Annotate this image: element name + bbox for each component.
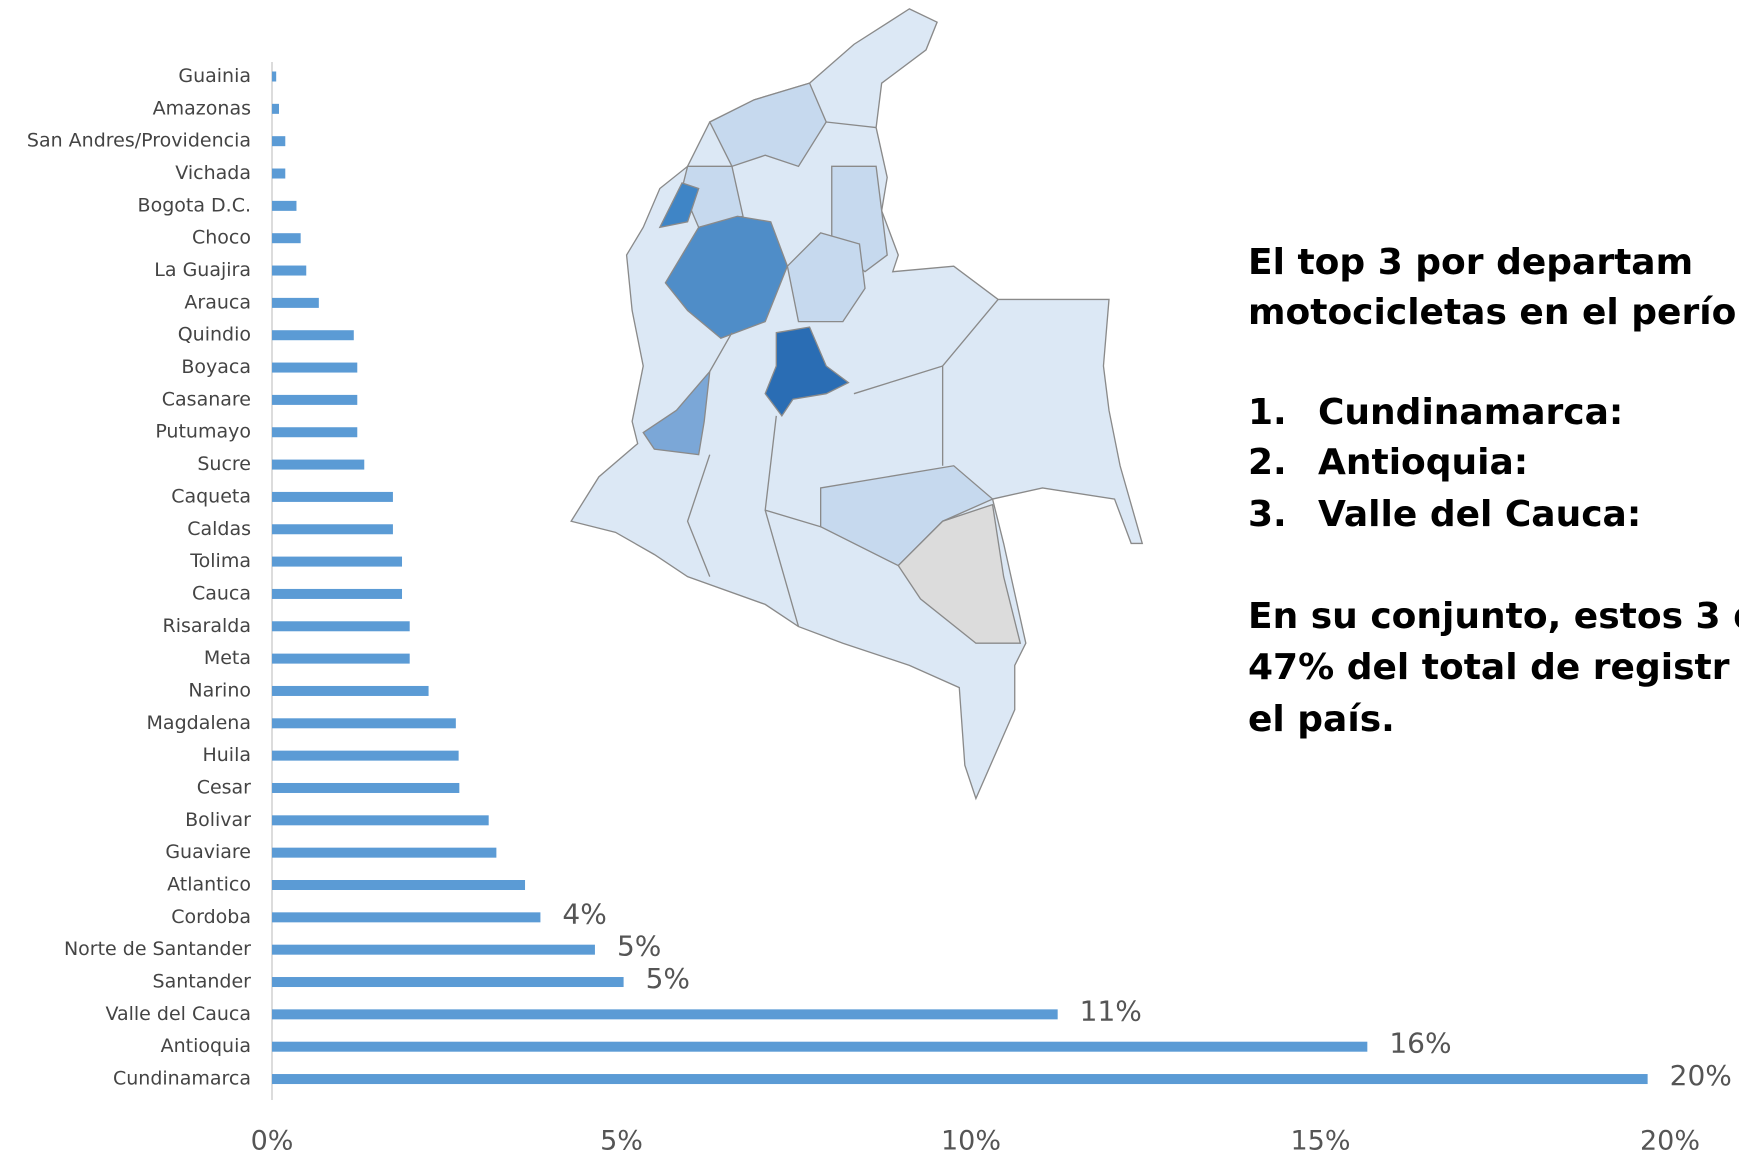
y-tick-label: Atlantico [167,874,251,896]
y-tick-label: Sucre [197,453,251,475]
data-label: 16% [1389,1027,1451,1060]
map-region [819,465,994,567]
map-region [642,369,711,456]
annotation: 47% del total de registr [1248,647,1730,688]
list-number: 1. [1248,392,1287,433]
bar [272,168,286,179]
bar [272,427,358,438]
bar [272,524,393,535]
y-tick-label: Boyaca [181,356,251,378]
map [570,8,1144,801]
bar [272,297,319,308]
y-tick-label: Cundinamarca [113,1068,251,1090]
y-tick-label: Risaralda [163,615,251,637]
y-tick-label: La Guajira [154,259,251,281]
y-tick-label: Meta [204,647,251,669]
list-item: Valle del Cauca: [1318,494,1641,535]
map-region [897,503,1022,644]
data-label: 11% [1080,994,1142,1027]
map-border [686,121,999,627]
bar [272,912,541,923]
y-tick-label: Guaviare [165,841,251,863]
annotation: En su conjunto, estos 3 d [1248,596,1739,637]
y-tick-label: Antioquia [161,1035,251,1057]
bar [272,880,526,890]
y-tick-label: Norte de Santander [64,938,251,960]
map-country [570,8,1144,801]
y-tick-label: San Andres/Providencia [27,130,251,152]
annotation: motocicletas en el perío [1248,292,1736,333]
data-label: 5% [646,962,690,995]
list-number: 2. [1248,442,1287,483]
bar [272,103,279,114]
list-number: 3. [1248,494,1287,535]
x-tick-label: 0% [251,1126,294,1157]
y-tick-label: Amazonas [153,97,251,119]
bar [272,944,595,955]
annotation: el país. [1248,699,1395,740]
data-label: 5% [617,930,661,963]
map-region [664,215,789,340]
y-tick-label: Tolima [189,550,251,572]
bar [272,815,489,826]
bar [272,1009,1058,1020]
bar [272,847,497,858]
bar [272,233,301,244]
bar [272,718,456,729]
y-tick-label: Casanare [162,388,251,410]
y-tick-label: Putumayo [155,421,251,443]
bar [272,330,354,341]
y-tick-label: Huila [202,744,251,766]
y-tick-label: Valle del Cauca [105,1003,251,1025]
bar [272,750,459,761]
list-item: Antioquia: [1318,442,1528,483]
bar [272,588,403,599]
bar [272,394,358,405]
bar [272,782,460,793]
y-tick-label: Caldas [187,518,251,540]
bar [272,200,297,211]
x-tick-label: 10% [941,1126,1001,1157]
data-label: 20% [1670,1059,1732,1092]
y-tick-label: Cesar [197,776,251,798]
annotation: El top 3 por departam [1248,242,1693,283]
x-tick-label: 15% [1290,1126,1350,1157]
data-label: 4% [562,897,606,930]
map-region [764,326,850,418]
y-tick-label: Narino [188,679,251,701]
y-tick-label: Cordoba [171,906,251,928]
map-region [786,232,866,323]
map-region [658,182,700,229]
bar [272,362,358,373]
y-tick-label: Bolivar [185,809,251,831]
bar [272,459,365,470]
y-tick-label: Bogota D.C. [138,194,251,216]
y-tick-label: Magdalena [147,712,251,734]
y-tick-label: Santander [153,971,252,993]
bar [272,1074,1648,1085]
bar [272,621,410,632]
bar [272,556,403,567]
y-tick-label: Guainia [178,65,251,87]
map-region [708,82,827,168]
y-tick-label: Vichada [175,162,251,184]
y-tick-label: Quindio [178,324,251,346]
bar [272,265,307,276]
x-tick-label: 20% [1640,1126,1700,1157]
bar [272,653,410,664]
bar [272,977,624,988]
x-tick-label: 5% [600,1126,643,1157]
bar [272,491,393,502]
y-tick-label: Choco [192,227,251,249]
y-tick-label: Arauca [184,291,251,313]
bar [272,1041,1368,1052]
y-tick-label: Caqueta [171,485,251,507]
bar [272,136,286,147]
bar [272,685,429,696]
list-item: Cundinamarca: [1318,392,1623,433]
bar [272,71,277,82]
y-tick-label: Cauca [192,582,251,604]
